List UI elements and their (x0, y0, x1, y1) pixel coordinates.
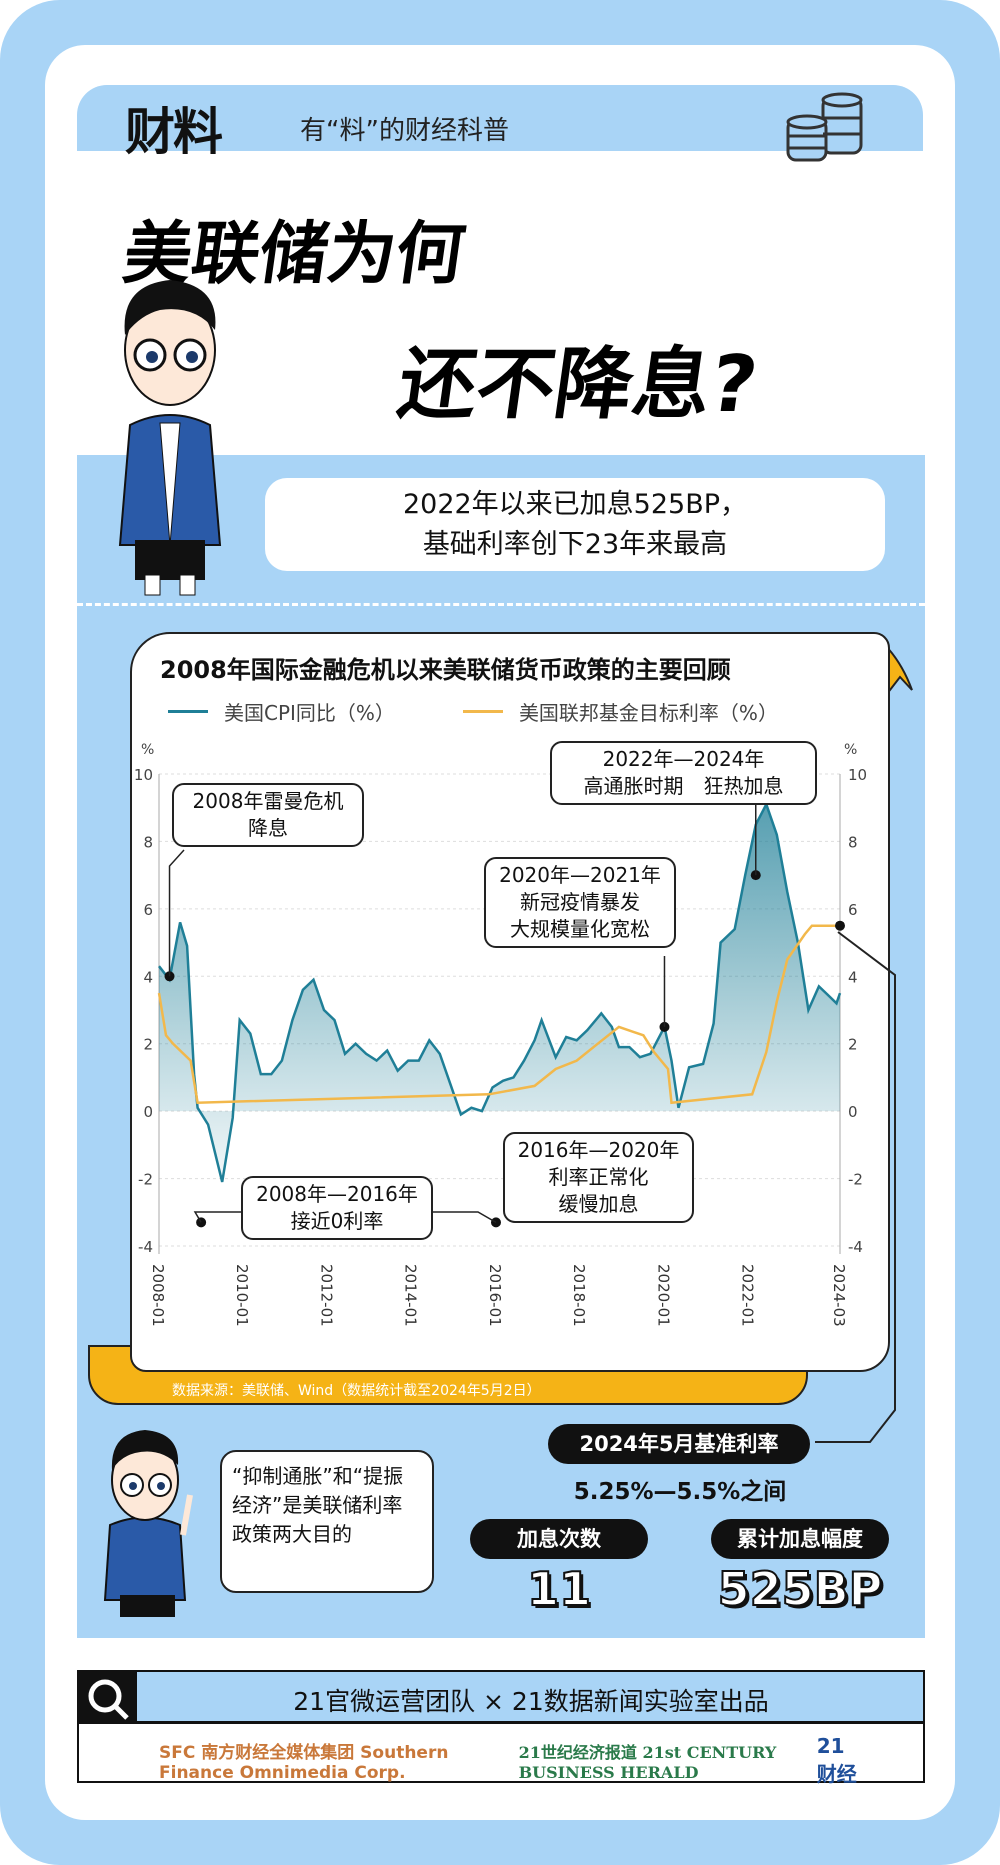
y-axis-label-left: % (141, 742, 154, 758)
rate-label-pill: 2024年5月基准利率 (548, 1424, 810, 1464)
x-tick-label: 2016-01 (486, 1264, 504, 1327)
annotation-text: 大规模量化宽松 (510, 917, 650, 941)
total-label-pill: 累计加息幅度 (711, 1519, 889, 1559)
brand-logo: 财料 (125, 103, 223, 161)
y-tick-left: 4 (143, 968, 153, 986)
hikes-label-pill: 加息次数 (470, 1519, 648, 1559)
y-tick-right: 8 (848, 833, 858, 851)
annotation-covid: 2020年—2021年 新冠疫情暴发 大规模量化宽松 (484, 857, 676, 948)
annotation-text: 高通胀时期 狂热加息 (583, 774, 784, 798)
footer-credit-band (79, 1672, 923, 1724)
y-tick-left: 6 (143, 901, 153, 919)
x-tick-label: 2010-01 (233, 1264, 251, 1327)
data-source: 数据来源：美联储、Wind（数据统计截至2024年5月2日） (172, 1383, 541, 1399)
fed-rate-line (157, 924, 840, 1105)
y-tick-left: 2 (143, 1036, 153, 1054)
annotation-text: 利率正常化 (548, 1165, 649, 1189)
chart-title: 2008年国际金融危机以来美联储货币政策的主要回顾 (160, 656, 731, 684)
y-tick-right: 4 (848, 968, 858, 986)
x-tick-label: 2012-01 (317, 1264, 335, 1327)
x-tick-label: 2014-01 (402, 1264, 420, 1327)
magnifier-icon (79, 1672, 137, 1724)
cartoon-character-pointing (103, 1430, 193, 1617)
y-tick-right: -4 (848, 1238, 863, 1256)
annotation-text: 2022年—2024年 (602, 747, 765, 771)
annotation-zero-rate: 2008年—2016年 接近0利率 (241, 1176, 433, 1240)
intro-line-1: 2022年以来已加息525BP， (402, 489, 748, 520)
y-tick-left: -2 (138, 1171, 153, 1189)
footer: 21官微运营团队 × 21数据新闻实验室出品 SFC 南方财经全媒体集团 Sou… (77, 1670, 925, 1786)
y-tick-right: 2 (848, 1036, 858, 1054)
annotation-inflation: 2022年—2024年 高通胀时期 狂热加息 (550, 741, 817, 805)
y-tick-right: 6 (848, 901, 858, 919)
legend-label-fed: 美国联邦基金目标利率（%） (518, 701, 778, 725)
rate-connector-line (815, 931, 896, 1443)
partner-logos: SFC 南方财经全媒体集团 Southern Finance Omnimedia… (159, 1734, 859, 1787)
legend-label-cpi: 美国CPI同比（%） (224, 701, 395, 725)
annotation-text: 新冠疫情暴发 (520, 890, 640, 914)
footer-credit: 21官微运营团队 × 21数据新闻实验室出品 (293, 1687, 769, 1716)
annotation-text: 2008年雷曼危机 (192, 789, 344, 813)
y-tick-left: 8 (143, 833, 153, 851)
logo-21caijing: 21财经 (816, 1734, 857, 1786)
cpi-line (158, 801, 842, 1183)
legend: 美国CPI同比（%） 美国联邦基金目标利率（%） (168, 697, 778, 726)
annotation-text: 缓慢加息 (558, 1192, 639, 1216)
leader-zero-right (433, 1211, 497, 1224)
leader-zero-left (193, 1211, 241, 1223)
chart-plot: -4 -4 -2 -2 0 0 2 2 4 4 6 6 8 8 10 10% % 2008-01 2010-01 20… (134, 742, 867, 1327)
y-tick-right: -2 (848, 1171, 863, 1189)
coins-stack-icon (786, 92, 863, 162)
x-tick-label: 2024-03 (830, 1264, 848, 1327)
y-tick-left: -4 (138, 1238, 153, 1256)
legend-swatch-fed (462, 710, 503, 713)
annotation-text: 2020年—2021年 (499, 863, 661, 887)
logo-sfc: SFC 南方财经全媒体集团 Southern Finance Omnimedia… (159, 1743, 449, 1783)
y-tick-left: 10 (134, 766, 153, 784)
y-tick-right: 0 (848, 1103, 858, 1121)
hikes-value: 11 (526, 1561, 592, 1617)
rate-value: 5.25%—5.5%之间 (573, 1479, 787, 1505)
x-tick-label: 2008-01 (149, 1264, 167, 1327)
intro-speech-bubble: 2022年以来已加息525BP， 基础利率创下23年来最高 (265, 478, 885, 571)
header-band (77, 85, 923, 151)
cartoon-character-thinking (118, 280, 222, 596)
x-tick-label: 2020-01 (654, 1264, 672, 1327)
annotation-text: 2008年—2016年 (256, 1182, 418, 1206)
y-tick-right: 10 (848, 766, 867, 784)
annotation-normalization: 2016年—2020年 利率正常化缓慢加息 (503, 1132, 694, 1223)
leader-lehman (168, 849, 185, 977)
dashed-divider (77, 603, 925, 606)
annotation-text: 接近0利率 (290, 1209, 384, 1233)
logo-21cbh: 21世纪经济报道 21st CENTURY BUSINESS HERALD (518, 1743, 777, 1782)
annotation-text: 2016年—2020年 (517, 1138, 680, 1162)
goal-speech-bubble: “抑制通胀”和“提振经济”是美联储利率政策两大目的 (220, 1450, 434, 1593)
x-tick-label: 2018-01 (570, 1264, 588, 1327)
y-axis-label-right: % (844, 742, 857, 758)
x-tick-label: 2022-01 (739, 1264, 757, 1327)
legend-swatch-cpi (168, 710, 208, 713)
annotation-lehman: 2008年雷曼危机 降息 (172, 783, 364, 847)
intro-line-2: 基础利率创下23年来最高 (422, 529, 728, 560)
annotation-text: 降息 (248, 816, 288, 840)
y-tick-left: 0 (143, 1103, 153, 1121)
slogan: 有“料”的财经科普 (300, 116, 509, 146)
annotation-dot-2024 (835, 920, 845, 931)
total-value: 525BP (717, 1561, 884, 1617)
